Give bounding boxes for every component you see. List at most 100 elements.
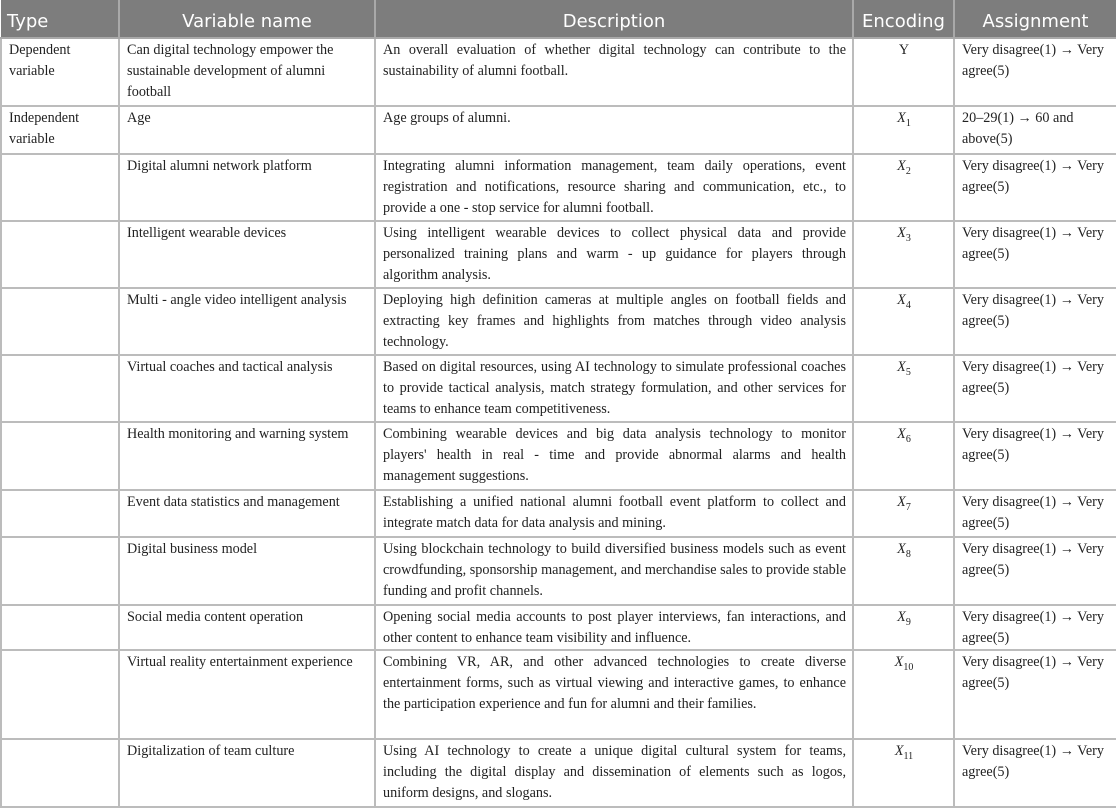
- encoding-subscript: 3: [905, 232, 911, 244]
- description-cell: Combining VR, AR, and other advanced tec…: [374, 649, 854, 740]
- encoding-cell: X9: [852, 604, 955, 651]
- table-row: Social media content operation Opening so…: [0, 604, 1116, 651]
- assignment-cell: Very disagree(1) → Very agree(5): [953, 421, 1116, 491]
- variable-name-cell: Digital business model: [118, 536, 376, 606]
- variable-name-cell: Multi - angle video intelligent analysis: [118, 287, 376, 356]
- header-encoding: Encoding: [853, 0, 955, 39]
- encoding-symbol: X6: [897, 426, 911, 445]
- assignment-cell: Very disagree(1) → Very agree(5): [953, 489, 1116, 538]
- description-cell: Using intelligent wearable devices to co…: [374, 220, 854, 289]
- encoding-letter: X: [897, 359, 906, 375]
- encoding-cell: X1: [852, 105, 955, 155]
- type-cell: [0, 287, 120, 356]
- assignment-cell: Very disagree(1) → Very agree(5): [953, 536, 1116, 606]
- variable-name-cell: Digital alumni network platform: [118, 153, 376, 222]
- variable-name-cell: Intelligent wearable devices: [118, 220, 376, 289]
- encoding-cell: X5: [852, 354, 955, 423]
- type-cell: [0, 153, 120, 222]
- description-cell: Based on digital resources, using AI tec…: [374, 354, 854, 423]
- variable-name-cell: Can digital technology empower the susta…: [118, 37, 376, 107]
- table-row: Digitalization of team culture Using AI t…: [0, 738, 1116, 808]
- table-row: Event data statistics and management Esta…: [0, 489, 1116, 538]
- encoding-cell: X2: [852, 153, 955, 222]
- assignment-cell: Very disagree(1) → Very agree(5): [953, 287, 1116, 356]
- encoding-letter: X: [897, 494, 906, 510]
- type-cell: Independent variable: [0, 105, 120, 155]
- encoding-cell: X7: [852, 489, 955, 538]
- type-cell: [0, 354, 120, 423]
- encoding-symbol: X9: [897, 609, 911, 628]
- encoding-letter: Y: [898, 42, 910, 58]
- encoding-subscript: 10: [903, 661, 914, 673]
- table-row: Dependent variable Can digital technology…: [0, 37, 1116, 107]
- table-row: Virtual reality entertainment experience…: [0, 649, 1116, 740]
- description-cell: Establishing a unified national alumni f…: [374, 489, 854, 538]
- description-cell: Combining wearable devices and big data …: [374, 421, 854, 491]
- table-row: Digital alumni network platform Integrati…: [0, 153, 1116, 222]
- encoding-subscript: 2: [905, 165, 911, 177]
- type-cell: [0, 604, 120, 651]
- encoding-letter: X: [897, 609, 906, 625]
- encoding-symbol: X4: [897, 292, 911, 311]
- encoding-subscript: 7: [905, 501, 911, 513]
- description-cell: Using blockchain technology to build div…: [374, 536, 854, 606]
- description-cell: Age groups of alumni.: [374, 105, 854, 155]
- description-cell: Deploying high definition cameras at mul…: [374, 287, 854, 356]
- encoding-letter: X: [897, 292, 906, 308]
- type-cell: [0, 421, 120, 491]
- type-cell: [0, 489, 120, 538]
- encoding-cell: X8: [852, 536, 955, 606]
- encoding-subscript: 4: [905, 299, 911, 311]
- assignment-cell: Very disagree(1) → Very agree(5): [953, 604, 1116, 651]
- encoding-letter: X: [897, 110, 906, 126]
- table-row: Virtual coaches and tactical analysis Bas…: [0, 354, 1116, 423]
- encoding-symbol: X1: [897, 110, 911, 129]
- type-cell: [0, 649, 120, 740]
- description-cell: Opening social media accounts to post pl…: [374, 604, 854, 651]
- description-cell: Using AI technology to create a unique d…: [374, 738, 854, 808]
- encoding-subscript: 1: [905, 117, 911, 129]
- variable-name-cell: Age: [118, 105, 376, 155]
- variable-name-cell: Event data statistics and management: [118, 489, 376, 538]
- encoding-subscript: 6: [905, 433, 911, 445]
- table-row: Independent variable Age Age groups of alu…: [0, 105, 1116, 155]
- assignment-cell: Very disagree(1) → Very agree(5): [953, 649, 1116, 740]
- assignment-cell: Very disagree(1) → Very agree(5): [953, 153, 1116, 222]
- assignment-cell: Very disagree(1) → Very agree(5): [953, 220, 1116, 289]
- type-cell: Dependent variable: [0, 37, 120, 107]
- table-row: Health monitoring and warning system Comb…: [0, 421, 1116, 491]
- variable-name-cell: Digitalization of team culture: [118, 738, 376, 808]
- encoding-cell: X6: [852, 421, 955, 491]
- description-cell: An overall evaluation of whether digital…: [374, 37, 854, 107]
- encoding-symbol: Y: [899, 42, 909, 58]
- encoding-cell: Y: [852, 37, 955, 107]
- header-type: Type: [1, 0, 120, 39]
- assignment-cell: Very disagree(1) → Very agree(5): [953, 37, 1116, 107]
- encoding-subscript: 11: [903, 750, 914, 762]
- table-row: Intelligent wearable devices Using intell…: [0, 220, 1116, 289]
- encoding-letter: X: [897, 158, 906, 174]
- assignment-cell: 20–29(1) → 60 and above(5): [953, 105, 1116, 155]
- encoding-cell: X11: [852, 738, 955, 808]
- header-description: Description: [375, 0, 854, 39]
- variable-name-cell: Virtual reality entertainment experience: [118, 649, 376, 740]
- encoding-subscript: 8: [905, 548, 911, 560]
- encoding-subscript: 9: [905, 616, 911, 628]
- type-cell: [0, 738, 120, 808]
- encoding-symbol: X11: [894, 743, 914, 762]
- type-cell: [0, 536, 120, 606]
- encoding-symbol: X5: [897, 359, 911, 378]
- variable-name-cell: Social media content operation: [118, 604, 376, 651]
- encoding-cell: X3: [852, 220, 955, 289]
- encoding-symbol: X8: [897, 541, 911, 560]
- encoding-subscript: 5: [905, 366, 911, 378]
- encoding-letter: X: [897, 426, 906, 442]
- encoding-cell: X10: [852, 649, 955, 740]
- encoding-symbol: X10: [895, 654, 914, 673]
- encoding-symbol: X3: [897, 225, 911, 244]
- header-row: Type Variable name Description Encoding …: [1, 0, 1116, 39]
- encoding-letter: X: [894, 743, 904, 759]
- assignment-cell: Very disagree(1) → Very agree(5): [953, 738, 1116, 808]
- description-cell: Integrating alumni information managemen…: [374, 153, 854, 222]
